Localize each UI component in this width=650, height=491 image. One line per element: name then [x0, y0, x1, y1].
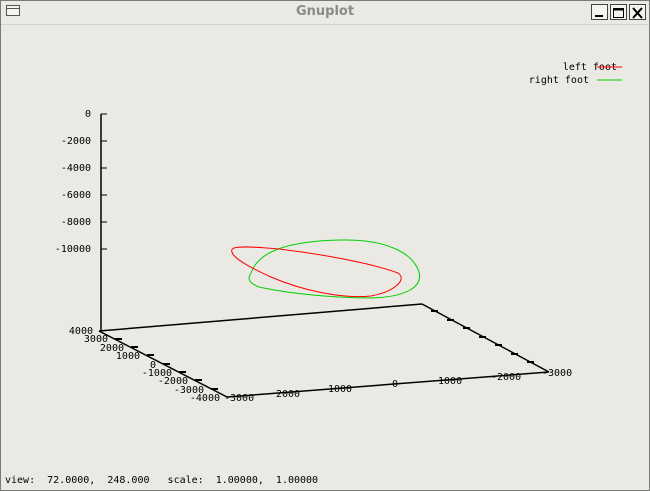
y-tick-label: -3000: [542, 368, 572, 379]
z-tick-label: -2000: [61, 136, 91, 147]
plot-svg: left foot right foot 0 -2000 -4000 -6000…: [55, 62, 622, 404]
x-tick-label: 1000: [116, 351, 140, 362]
z-tick-label: -10000: [55, 244, 91, 255]
x-tick-label: 2000: [100, 343, 124, 354]
minimize-icon: [595, 15, 603, 17]
x-tick-label: -1000: [142, 368, 172, 379]
window-title: Gnuplot: [295, 4, 355, 19]
base-edge-front: [226, 371, 550, 398]
legend: left foot right foot: [529, 62, 622, 86]
y-axis-ticks: -3000 2000 1000 0 -1000 -2000 -3000: [224, 368, 572, 404]
y-tick-label: 1000: [328, 384, 352, 395]
y-tick-label: 0: [392, 379, 398, 390]
y-tick-label: -1000: [432, 376, 462, 387]
z-tick-label: -6000: [61, 190, 91, 201]
maximize-icon: [613, 8, 624, 18]
x-tick-label: 4000: [69, 326, 93, 337]
z-tick-label: -8000: [61, 217, 91, 228]
status-bar: view: 72.0000, 248.000 scale: 1.00000, 1…: [5, 475, 319, 486]
plot-canvas[interactable]: left foot right foot 0 -2000 -4000 -6000…: [1, 25, 649, 465]
series-right-foot-curve: [248, 239, 421, 299]
legend-label-left-foot: left foot: [563, 62, 617, 73]
x-tick-label: -3000: [174, 385, 204, 396]
maximize-button[interactable]: [610, 4, 627, 20]
close-icon: [632, 7, 643, 19]
x-axis-ticks: 4000 3000 2000 1000 0 -1000 -2000 -3000 …: [69, 326, 220, 404]
legend-label-right-foot: right foot: [529, 75, 589, 86]
minimize-button[interactable]: [591, 4, 608, 20]
y-tick-label: -2000: [491, 372, 521, 383]
window-menu-icon[interactable]: [6, 5, 20, 16]
close-button[interactable]: [629, 4, 646, 20]
z-tick-label: 0: [85, 109, 91, 120]
x-tick-label: -4000: [190, 393, 220, 404]
x-tick-label: 0: [150, 360, 156, 371]
z-axis-ticks: 0 -2000 -4000 -6000 -8000 -10000: [55, 109, 107, 255]
z-tick-label: -4000: [61, 163, 91, 174]
x-tick-label: -2000: [158, 376, 188, 387]
y-tick-label: 2000: [276, 389, 300, 400]
right-edge-ticks: [431, 310, 534, 363]
base-edge-back: [98, 303, 423, 332]
x-tick-label: 3000: [84, 334, 108, 345]
title-bar[interactable]: Gnuplot: [1, 1, 649, 25]
series-left-foot-curve: [231, 246, 402, 298]
y-tick-label: -3000: [224, 393, 254, 404]
